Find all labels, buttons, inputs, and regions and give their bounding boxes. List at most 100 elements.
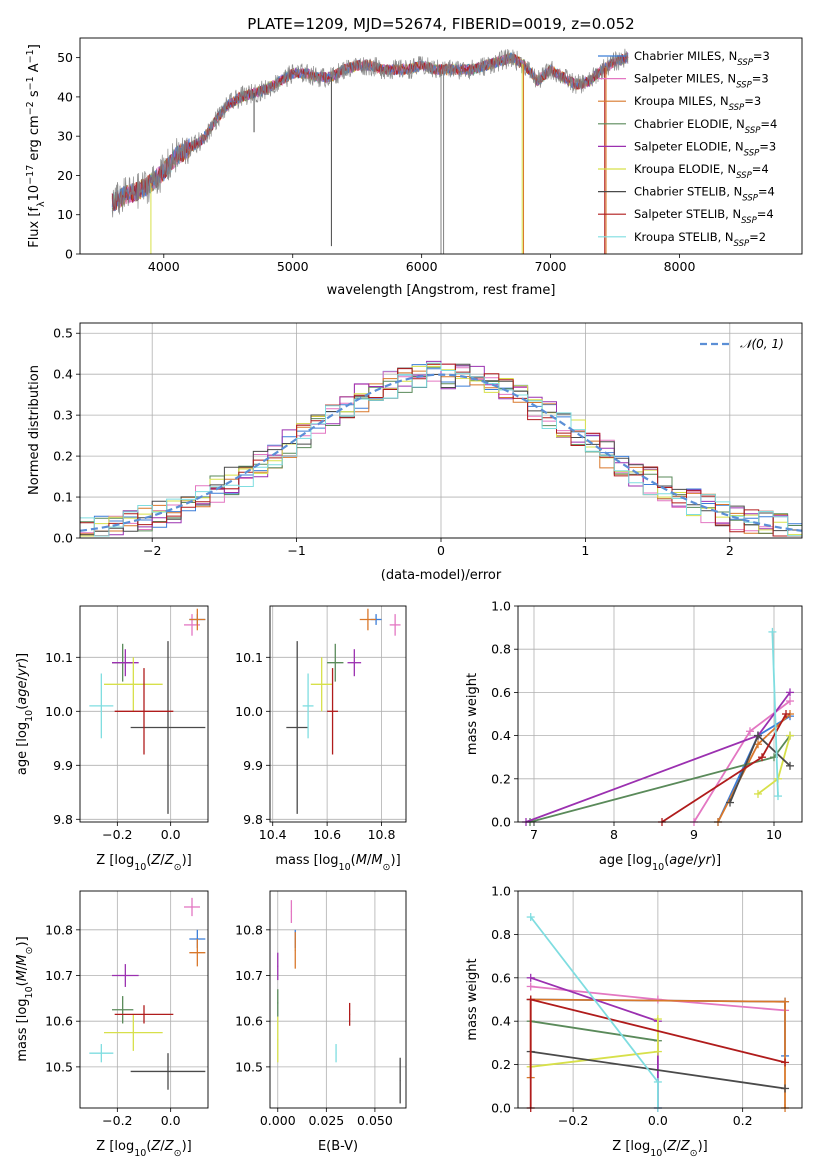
point-chabrier-elodie (112, 996, 134, 1024)
point-salpeter-elodie (277, 952, 279, 981)
y-tick-label: 10.5 (235, 1059, 263, 1074)
point-salpeter-miles (290, 900, 293, 923)
point-kroupa-elodie (310, 657, 333, 712)
x-tick-label: 10.6 (313, 827, 341, 842)
spectrum-line-chabrier-miles (111, 52, 629, 212)
point-kroupa-elodie (277, 1016, 279, 1063)
x-tick-label: 6000 (406, 259, 438, 274)
spectrum-line-salpeter-elodie (111, 51, 629, 211)
weight-vs-metallicity-panel: −0.2 0.0 0.2 0.0 0.2 0.4 0.6 0.8 1.0 Z [log10(Z/Z… (465, 884, 803, 1159)
weight-marker-salpeter-miles (746, 727, 754, 736)
y-tick-label: 10.7 (45, 968, 73, 983)
point-chabrier-stelib (286, 641, 309, 814)
grid (518, 605, 802, 823)
y-tick-label: 0.4 (491, 1014, 511, 1029)
x-axis-label: wavelength [Angstrom, rest frame] (327, 283, 556, 298)
age-vs-mass-panel: 10.4 10.6 10.8 9.8 9.9 10.0 10.1 mass [log10(M/… (235, 605, 407, 873)
y-tick-label: 10.0 (235, 704, 263, 719)
residuals-panel: −2 −1 0 1 2 0.0 0.1 0.2 0.3 0.4 0.5 𝒩(0, 1) (data-mo… (27, 322, 803, 583)
point-chabrier-stelib (130, 1053, 206, 1090)
histogram-kroupa-stelib (80, 362, 802, 537)
x-tick-label: −0.2 (558, 1113, 588, 1128)
legend-label-salpeter-stelib: Salpeter STELIB, NSSP=4 (634, 207, 774, 226)
point-chabrier-stelib (399, 1057, 401, 1104)
spectrum-line-kroupa-miles (111, 52, 629, 211)
x-tick-label: 4000 (148, 259, 180, 274)
y-tick-label: 10.6 (45, 1014, 73, 1029)
weight-marker-kroupa-stelib (774, 792, 782, 801)
grid (80, 323, 802, 539)
weight-marker-salpeter-miles (653, 995, 662, 1004)
y-tick-label: 0.6 (491, 685, 511, 700)
age-vs-metallicity-panel: −0.2 0.0 9.8 9.9 10.0 10.1 Z [log10(Z/Z⊙)] age … (15, 605, 209, 873)
plot-frame (517, 890, 803, 1109)
weight-marker-chabrier-stelib (786, 761, 794, 770)
figure-title: PLATE=1209, MJD=52674, FIBERID=0019, z=0… (247, 15, 634, 33)
point-kroupa-miles (189, 938, 206, 967)
y-tick-label: 0.6 (491, 970, 511, 985)
plot-frame (269, 605, 407, 823)
legend-label-salpeter-elodie: Salpeter ELODIE, NSSP=3 (634, 139, 776, 158)
y-tick-label: 10 (57, 207, 73, 222)
point-kroupa-stelib (335, 1044, 337, 1063)
weight-marker-kroupa-elodie (786, 731, 794, 740)
y-tick-label: 10.6 (235, 1014, 263, 1029)
weight-line-chabrier-stelib (530, 1050, 786, 1090)
spectrum-legend: Chabrier MILES, NSSP=3 Salpeter MILES, NS… (598, 49, 777, 249)
x-tick-label: 5000 (277, 259, 309, 274)
weight-marker-chabrier-stelib (781, 1084, 790, 1093)
x-tick-label: −1 (287, 543, 305, 558)
legend-label-chabrier-stelib: Chabrier STELIB, NSSP=4 (634, 185, 775, 204)
y-tick-label: 0.4 (491, 728, 511, 743)
y-tick-label: 10.8 (235, 922, 263, 937)
point-salpeter-elodie (347, 649, 362, 677)
y-tick-label: 9.8 (53, 812, 73, 827)
weight-line-kroupa-stelib (529, 916, 659, 1108)
x-tick-label: 8000 (664, 259, 696, 274)
legend-label-salpeter-miles: Salpeter MILES, NSSP=3 (634, 72, 769, 91)
weight-marker-salpeter-stelib (526, 995, 535, 1004)
spectrum-line-salpeter-miles (111, 52, 629, 207)
y-tick-label: 0.2 (491, 1057, 511, 1072)
point-salpeter-miles (184, 897, 200, 917)
y-tick-label: 1.0 (491, 884, 511, 899)
y-tick-label: 30 (57, 129, 73, 144)
weight-marker-kroupa-stelib (526, 913, 535, 922)
x-tick-label: 8 (610, 827, 618, 842)
y-tick-label: 10.0 (45, 704, 73, 719)
plot-frame (79, 890, 209, 1109)
point-kroupa-miles (189, 608, 206, 631)
y-axis-label: Normed distribution (27, 365, 42, 495)
x-tick-label: 10 (766, 827, 782, 842)
plot-frame (79, 37, 803, 255)
point-kroupa-stelib (89, 673, 114, 739)
x-tick-label: 10.4 (259, 827, 287, 842)
x-axis-label: E(B-V) (318, 1139, 358, 1154)
weight-line-kroupa-miles (717, 713, 791, 823)
mass-vs-metallicity-panel: −0.2 0.0 10.5 10.6 10.7 10.8 Z [log10(Z/Z⊙)] ma… (15, 890, 209, 1159)
spectrum-line-kroupa-elodie (111, 53, 629, 208)
x-axis-label: mass [log10(M/M⊙)] (275, 853, 400, 873)
point-salpeter-stelib (114, 1005, 174, 1024)
y-tick-label: 0.4 (53, 367, 73, 382)
weight-line-kroupa-stelib (771, 631, 779, 797)
x-tick-label: 0.050 (357, 1113, 393, 1128)
x-axis-label: Z [log10(Z/Z⊙)] (612, 1139, 707, 1159)
spectrum-line-data (111, 48, 629, 218)
y-tick-label: 0.2 (53, 449, 73, 464)
grid (80, 891, 208, 1108)
legend-label-chabrier-elodie: Chabrier ELODIE, NSSP=4 (634, 117, 777, 136)
x-tick-label: 0.000 (260, 1113, 296, 1128)
y-axis-label: mass weight (465, 958, 480, 1040)
spectrum-panel: 4000 5000 6000 7000 8000 0 10 20 30 40 50 Chabrier … (25, 37, 803, 298)
point-salpeter-miles (389, 614, 401, 636)
point-salpeter-stelib (114, 668, 174, 755)
y-tick-label: 9.9 (53, 758, 73, 773)
y-tick-label: 10.7 (235, 968, 263, 983)
weight-marker-salpeter-stelib (781, 1058, 790, 1067)
point-kroupa-stelib (302, 673, 314, 739)
x-axis-label: age [log10(age/yr)] (599, 853, 721, 873)
histogram-chabrier-stelib (80, 363, 802, 536)
y-tick-label: 10.1 (235, 650, 263, 665)
y-axis-label: Flux [fλ10−17 erg cm−2 s−1 A−1] (25, 44, 47, 248)
